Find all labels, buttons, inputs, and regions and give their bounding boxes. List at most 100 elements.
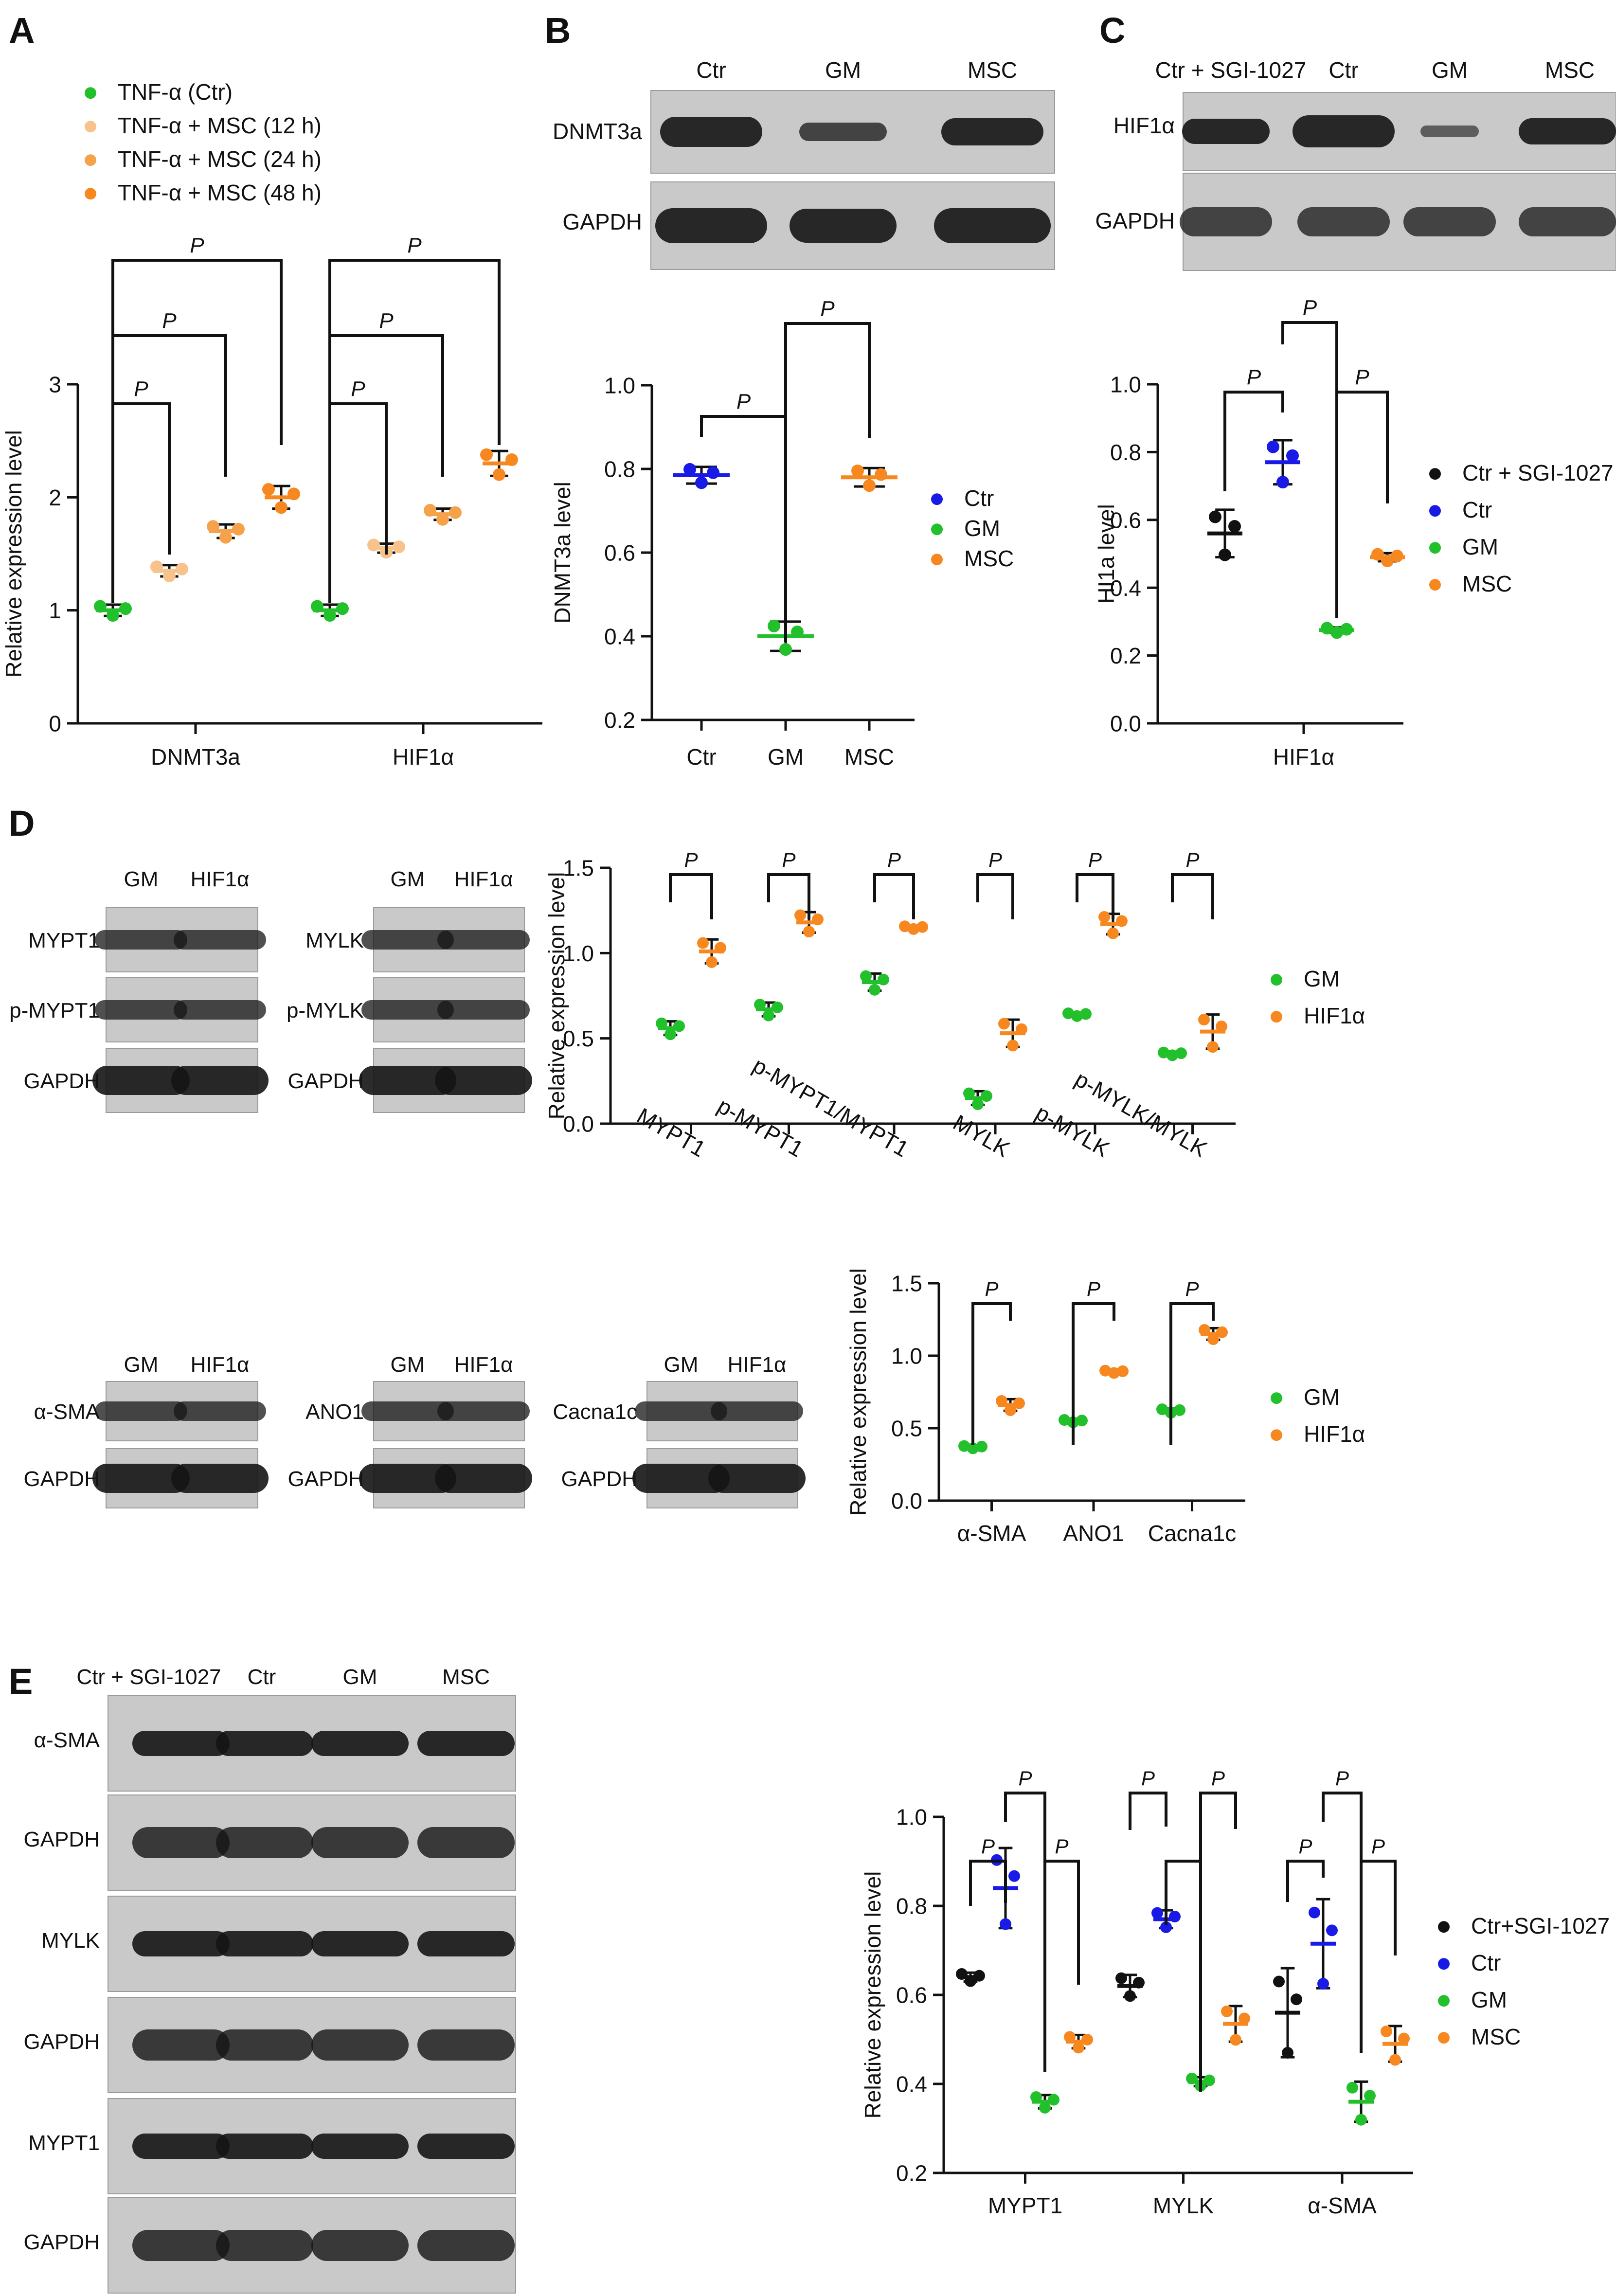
d-upper-point-point: [673, 1020, 685, 1032]
a-point-point: [219, 531, 232, 544]
blot-e-4: [108, 2098, 516, 2194]
significance-label: P: [1087, 1277, 1100, 1300]
blot-column-label: GM: [391, 1353, 425, 1377]
d-lower-point-point: [1005, 1404, 1016, 1417]
y-tick-label: 0.4: [604, 624, 635, 649]
c-point-point: [1391, 549, 1403, 562]
d-upper-point-point: [1116, 915, 1128, 927]
e-point-point: [965, 1975, 976, 1987]
blot-row-label: p-MYLK: [287, 999, 364, 1022]
e-legend-marker: [1438, 1921, 1450, 1933]
blot-d2-0: [361, 907, 530, 972]
b-legend-marker: [931, 554, 943, 566]
a-point-point: [163, 569, 176, 582]
d-upper-point-point: [878, 973, 889, 986]
significance-label: P: [1185, 848, 1199, 871]
y-tick-label: 2: [49, 485, 61, 510]
e-point-point: [1239, 2012, 1250, 2025]
e-point-point: [1115, 1972, 1127, 1984]
blot-row-label: GAPDH: [24, 1828, 100, 1851]
d-lower-point-point: [1156, 1403, 1168, 1416]
blot-row-label: GAPDH: [562, 209, 642, 234]
e-significance-bracket: [1360, 1860, 1397, 2053]
blot-row-label: ANO1: [305, 1400, 364, 1424]
blot-column-label: HIF1α: [191, 1353, 250, 1377]
d-upper-point-point: [1071, 1010, 1083, 1022]
blot-e-2: [108, 1896, 516, 1992]
d-significance-bracket: [1076, 873, 1114, 919]
c-point-point: [1228, 520, 1241, 533]
e-legend-marker: [1438, 2032, 1450, 2044]
y-tick-label: 0.2: [604, 708, 635, 733]
c-point-point: [1209, 510, 1221, 523]
e-significance-bracket: [1004, 1792, 1046, 2072]
significance-label: P: [379, 309, 394, 333]
y-tick-label: 3: [49, 372, 61, 397]
c-point-point: [1330, 626, 1343, 639]
e-point-point: [1317, 1978, 1329, 1990]
d-upper-point-point: [1158, 1046, 1169, 1058]
a-point-point: [119, 602, 132, 615]
d-lower-point-point: [976, 1440, 988, 1453]
e-point-point: [1000, 1918, 1011, 1930]
d-upper-point-point: [916, 921, 928, 933]
y-tick-label: 0.0: [891, 1489, 922, 1514]
significance-label: P: [1247, 365, 1261, 389]
c-significance-bracket: [1335, 391, 1389, 618]
a-significance-bracket: [328, 402, 388, 603]
c-point-point: [1340, 623, 1353, 636]
d-upper-point-point: [656, 1017, 667, 1029]
b-point-point: [779, 643, 792, 656]
a-point-point: [424, 504, 436, 517]
e-point-point: [1133, 1976, 1145, 1989]
x-category-label: HIF1α: [393, 744, 454, 770]
b-point-point: [863, 479, 876, 492]
d-upper-point-point: [1062, 1007, 1074, 1020]
x-category-label: MYPT1: [633, 1103, 710, 1162]
blot-column-label: GM: [343, 1665, 377, 1689]
b-point-point: [875, 468, 887, 481]
a-point-point: [150, 560, 163, 574]
y-tick-label: 0.6: [604, 540, 635, 566]
d-upper-point-point: [772, 1001, 783, 1013]
significance-label: P: [134, 377, 148, 401]
significance-label: P: [1298, 1835, 1312, 1858]
a-point-point: [311, 600, 323, 613]
blot-column-label: Ctr + SGI-1027: [1155, 57, 1307, 83]
x-category-label: DNMT3a: [151, 744, 240, 770]
b-point-point: [851, 464, 864, 477]
a-point-point: [393, 540, 405, 554]
a-point-point: [323, 609, 336, 622]
e-point-point: [1282, 2046, 1293, 2059]
e-point-point: [1221, 2005, 1233, 2017]
c-significance-bracket: [1223, 391, 1284, 491]
e-point-point: [1186, 2073, 1198, 2085]
blot-column-label: HIF1α: [454, 1353, 513, 1377]
blot-d2-1: [361, 977, 530, 1042]
d-significance-bracket: [1072, 1302, 1115, 1445]
blot-row-label: GAPDH: [24, 2230, 100, 2254]
blot-d2-2: [359, 1048, 532, 1113]
y-tick-label: 0.0: [563, 1112, 594, 1137]
e-point-point: [1364, 2090, 1376, 2102]
a-point-point: [262, 483, 275, 496]
d-upper-point-point: [998, 1018, 1010, 1030]
a-legend-label: TNF-α + MSC (24 h): [118, 146, 322, 172]
blot-row-label: α-SMA: [34, 1728, 100, 1752]
c-legend-label: MSC: [1462, 571, 1512, 596]
e-point-point: [1039, 2101, 1051, 2114]
blot-column-label: GM: [124, 867, 159, 891]
d-upper-point-point: [763, 1009, 774, 1022]
x-category-label: MSC: [844, 744, 894, 770]
significance-label: P: [1088, 848, 1102, 871]
blot-column-label: Ctr: [248, 1665, 276, 1689]
panel-label-e: E: [9, 1661, 33, 1702]
c-legend-label: Ctr + SGI-1027: [1462, 460, 1614, 485]
d-lower-point-point: [1199, 1324, 1210, 1336]
a-legend-label: TNF-α (Ctr): [118, 79, 233, 105]
e-significance-bracket: [1129, 1792, 1167, 1830]
d-lower-point-point: [958, 1440, 970, 1452]
y-tick-label: 0.2: [896, 2161, 927, 2186]
y-tick-label: 0.4: [896, 2072, 927, 2097]
e-point-point: [1309, 1906, 1320, 1919]
